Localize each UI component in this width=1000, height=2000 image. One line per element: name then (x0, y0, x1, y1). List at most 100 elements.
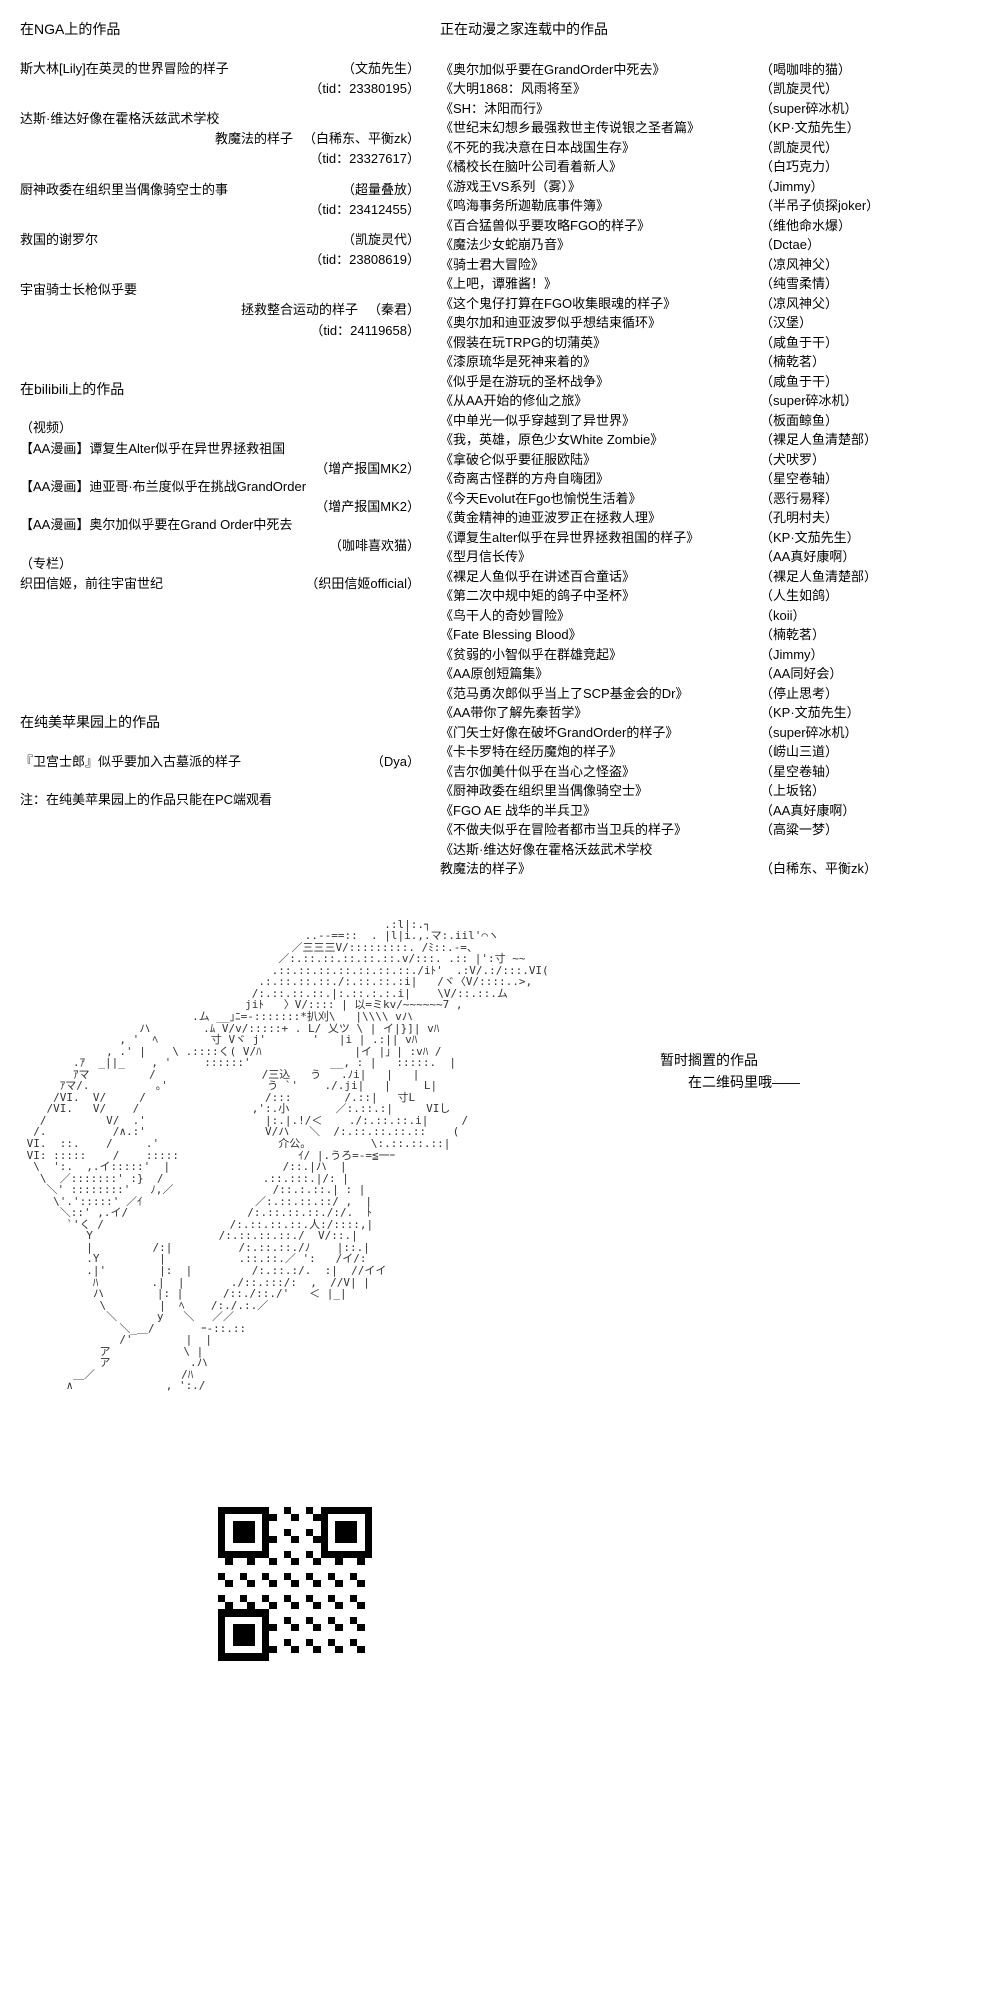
dmzj-item: 《骑士君大冒险》（凉风神父） (440, 255, 980, 275)
work-author: （超量叠放） (342, 181, 420, 199)
dmzj-author: （凉风神父） (760, 255, 838, 275)
dmzj-item: 《鸟干人的奇妙冒险》（koii） (440, 606, 980, 626)
dmzj-author: （板面鲸鱼） (760, 411, 838, 431)
dmzj-item: 《假装在玩TRPG的切蒲英》（咸鱼于干） (440, 333, 980, 353)
nga-item: 厨神政委在组织里当偶像骑空士的事（超量叠放）（tid：23412455） (20, 181, 420, 219)
tid-line: （tid：23327617） (20, 150, 420, 168)
dmzj-author: （凯旋灵代） (760, 79, 838, 99)
dmzj-item: 《范马勇次郎似乎当上了SCP基金会的Dr》（停止思考） (440, 684, 980, 704)
dmzj-author: （维他命水爆） (760, 216, 851, 236)
dmzj-title-text: 《范马勇次郎似乎当上了SCP基金会的Dr》 (440, 684, 760, 704)
dmzj-title-text: 《百合猛兽似乎要攻略FGO的样子》 (440, 216, 760, 236)
dmzj-item: 《SH：沐阳而行》（super碎冰机） (440, 99, 980, 119)
dmzj-title-text: 《鸟干人的奇妙冒险》 (440, 606, 760, 626)
dmzj-item: 《今天Evolut在Fgo也愉悦生活着》（恶行易释） (440, 489, 980, 509)
dmzj-author: （人生如鸽） (760, 586, 838, 606)
dmzj-title-text: 《厨神政委在组织里当偶像骑空士》 (440, 781, 760, 801)
dmzj-item: 教魔法的样子》（白稀东、平衡zk） (440, 859, 980, 879)
dmzj-author: （super碎冰机） (760, 391, 858, 411)
ascii-art-section: .:l|:.┐ ..--==:: . |l|i.,.マ:.iil'⌒ヽ ／三三三… (20, 919, 980, 1392)
dmzj-item: 《拿破仑似乎要征服欧陆》（犬吠罗） (440, 450, 980, 470)
dmzj-author: （AA同好会） (760, 664, 842, 684)
dmzj-author: （白稀东、平衡zk） (760, 859, 877, 879)
dmzj-item: 《这个鬼仔打算在FGO收集眼魂的样子》（凉风神父） (440, 294, 980, 314)
dmzj-title-text: 《AA原创短篇集》 (440, 664, 760, 684)
work-title: 厨神政委在组织里当偶像骑空士的事 (20, 181, 342, 199)
dmzj-item: 《橘校长在脑叶公司看着新人》（白巧克力） (440, 157, 980, 177)
chunmei-note: 注：在纯美苹果园上的作品只能在PC端观看 (20, 791, 420, 809)
dmzj-author: （KP·文茄先生） (760, 703, 860, 723)
ascii-side-note: 暂时搁置的作品 在二维码里哦—— (660, 1049, 800, 1094)
dmzj-item: 《Fate Blessing Blood》（楠乾茗） (440, 625, 980, 645)
dmzj-title-text: 《鸣海事务所迦勒底事件簿》 (440, 196, 760, 216)
dmzj-title-text: 《SH：沐阳而行》 (440, 99, 760, 119)
note-line1: 暂时搁置的作品 (660, 1049, 800, 1071)
dmzj-item: 《贫弱的小智似乎在群雄竞起》（Jimmy） (440, 645, 980, 665)
dmzj-title-text: 《黄金精神的迪亚波罗正在拯救人理》 (440, 508, 760, 528)
dmzj-item: 《AA带你了解先秦哲学》（KP·文茄先生） (440, 703, 980, 723)
dmzj-item: 《FGO AE 战华的半兵卫》（AA真好康啊） (440, 801, 980, 821)
dmzj-author: （koii） (760, 606, 806, 626)
dmzj-item: 《型月信长传》（AA真好康啊） (440, 547, 980, 567)
bili-video-title: 【AA漫画】迪亚哥·布兰度似乎在挑战GrandOrder (20, 478, 420, 496)
chunmei-work-author: （Dya） (371, 753, 420, 771)
nga-title: 在NGA上的作品 (20, 20, 420, 40)
dmzj-title-text: 《FGO AE 战华的半兵卫》 (440, 801, 760, 821)
dmzj-title-text: 《贫弱的小智似乎在群雄竞起》 (440, 645, 760, 665)
work-author: （白稀东、平衡zk） (303, 130, 420, 148)
dmzj-title-text: 《我，英雄，原色少女White Zombie》 (440, 430, 760, 450)
dmzj-item: 《黄金精神的迪亚波罗正在拯救人理》（孔明村夫） (440, 508, 980, 528)
dmzj-title-text: 《似乎是在游玩的圣杯战争》 (440, 372, 760, 392)
nga-item: 救国的谢罗尔（凯旋灵代）（tid：23808619） (20, 231, 420, 269)
dmzj-author: （白巧克力） (760, 157, 838, 177)
dmzj-item: 《门矢士好像在破坏GrandOrder的样子》（super碎冰机） (440, 723, 980, 743)
bilibili-title: 在bilibili上的作品 (20, 380, 420, 400)
dmzj-title-text: 《从AA开始的修仙之旅》 (440, 391, 760, 411)
dmzj-item: 《不死的我决意在日本战国生存》（凯旋灵代） (440, 138, 980, 158)
dmzj-title-text: 《吉尔伽美什似乎在当心之怪盗》 (440, 762, 760, 782)
dmzj-item: 《裸足人鱼似乎在讲述百合童话》（裸足人鱼清楚部） (440, 567, 980, 587)
dmzj-author: （汉堡） (760, 313, 812, 333)
dmzj-author: （高粱一梦） (760, 820, 838, 840)
dmzj-author: （Jimmy） (760, 645, 824, 665)
dmzj-item: 《奥尔加和迪亚波罗似乎想结束循环》（汉堡） (440, 313, 980, 333)
dmzj-title-text: 《卡卡罗特在经历魔炮的样子》 (440, 742, 760, 762)
bili-video-author: （增产报国MK2） (20, 498, 420, 516)
dmzj-title-text: 《奥尔加似乎要在GrandOrder中死去》 (440, 60, 760, 80)
chunmei-work-title: 『卫宫士郎』似乎要加入古墓派的样子 (20, 753, 371, 771)
dmzj-title-text: 《拿破仑似乎要征服欧陆》 (440, 450, 760, 470)
bili-column-title: 织田信姬，前往宇宙世纪 (20, 575, 305, 593)
dmzj-author: （咸鱼于干） (760, 372, 838, 392)
dmzj-title-text: 《漆原琉华是死神来着的》 (440, 352, 760, 372)
dmzj-title: 正在动漫之家连载中的作品 (440, 20, 980, 40)
nga-item: 斯大林[Lily]在英灵的世界冒险的样子（文茄先生）（tid：23380195） (20, 60, 420, 98)
work-author: （凯旋灵代） (342, 231, 420, 249)
work-title: 达斯·维达好像在霍格沃兹武术学校 (20, 110, 420, 128)
dmzj-item: 《谭复生alter似乎在异世界拯救祖国的样子》（KP·文茄先生） (440, 528, 980, 548)
dmzj-author: （半吊子侦探joker） (760, 196, 879, 216)
tid-line: （tid：23380195） (20, 80, 420, 98)
dmzj-title-text: 《这个鬼仔打算在FGO收集眼魂的样子》 (440, 294, 760, 314)
dmzj-title-text: 《谭复生alter似乎在异世界拯救祖国的样子》 (440, 528, 760, 548)
dmzj-item: 《游戏王VS系列（雾）》（Jimmy） (440, 177, 980, 197)
dmzj-author: （裸足人鱼清楚部） (760, 430, 877, 450)
dmzj-author: （Jimmy） (760, 177, 824, 197)
work-author: （秦君） (368, 301, 420, 319)
ascii-art: .:l|:.┐ ..--==:: . |l|i.,.マ:.iil'⌒ヽ ／三三三… (20, 919, 980, 1392)
dmzj-title-text: 《AA带你了解先秦哲学》 (440, 703, 760, 723)
dmzj-item: 《AA原创短篇集》（AA同好会） (440, 664, 980, 684)
dmzj-item: 《魔法少女蛇崩乃音》（Dctae） (440, 235, 980, 255)
dmzj-title-text: 《达斯·维达好像在霍格沃兹武术学校 (440, 840, 760, 860)
dmzj-author: （凉风神父） (760, 294, 838, 314)
dmzj-author: （纯雪柔情） (760, 274, 838, 294)
chunmei-title: 在纯美苹果园上的作品 (20, 713, 420, 733)
dmzj-author: （停止思考） (760, 684, 838, 704)
video-label: （视频） (20, 419, 420, 437)
dmzj-item: 《不做夫似乎在冒险者都市当卫兵的样子》（高粱一梦） (440, 820, 980, 840)
bili-video-author: （增产报国MK2） (20, 460, 420, 478)
dmzj-item: 《奥尔加似乎要在GrandOrder中死去》（喝咖啡的猫） (440, 60, 980, 80)
dmzj-author: （星空卷轴） (760, 762, 838, 782)
dmzj-author: （AA真好康啊） (760, 801, 855, 821)
work-title: 救国的谢罗尔 (20, 231, 342, 249)
nga-item: 达斯·维达好像在霍格沃兹武术学校教魔法的样子（白稀东、平衡zk）（tid：233… (20, 110, 420, 169)
